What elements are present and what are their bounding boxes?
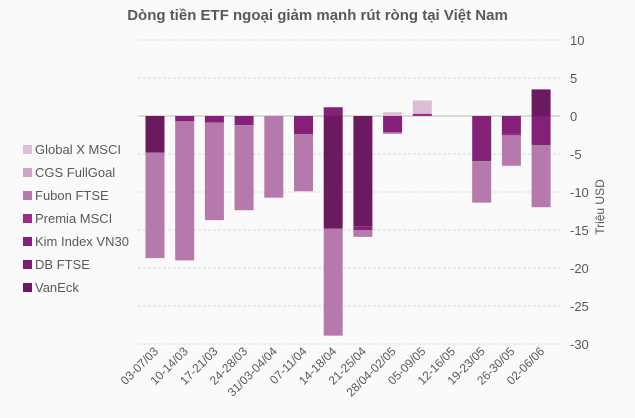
bar-segment [323,116,343,229]
y-tick-label: -25 [570,299,589,314]
y-tick-label: -20 [570,261,589,276]
legend-swatch [23,214,32,223]
bar-segment [501,165,521,167]
legend-label: DB FTSE [35,257,90,272]
bar-segment [501,116,521,134]
legend-swatch [23,237,32,246]
legend-item: Kim Index VN30 [23,230,129,253]
chart-title: Dòng tiền ETF ngoại giảm mạnh rút ròng t… [127,7,508,24]
bar-segment [264,116,284,198]
y-tick-label: 0 [570,109,577,124]
legend-item: Premia MSCI [23,207,129,230]
bar-segment [234,125,254,211]
legend-label: CGS FullGoal [35,165,116,180]
legend: Global X MSCI CGS FullGoal Fubon FTSE Premi… [23,138,129,299]
bar-segment [294,116,313,135]
y-axis-label: Triệu USD [593,179,607,235]
bar-segment [294,134,313,192]
legend-item: Global X MSCI [23,138,129,161]
legend-label: Fubon FTSE [35,188,109,203]
bar-segment [383,112,403,116]
legend-label: Kim Index VN30 [35,234,129,249]
legend-swatch [23,191,32,200]
bar-segment [383,132,403,134]
bar-segment [204,122,224,221]
bar-segment [145,152,165,259]
legend-label: Global X MSCI [35,142,121,157]
bar-segment [234,116,254,126]
legend-item: DB FTSE [23,253,129,276]
bar-segment [531,145,551,208]
legend-label: Premia MSCI [35,211,113,226]
y-tick-label: 5 [570,71,577,86]
bar-segment [353,116,373,227]
bar-segment [175,121,195,261]
bar-segment [323,228,343,336]
y-tick-label: 10 [570,33,584,48]
legend-item: VanEck [23,276,129,299]
bar-segment [412,113,432,116]
legend-swatch [23,145,32,154]
legend-swatch [23,260,32,269]
bar-segment [472,116,492,162]
bar-segment [323,107,343,116]
bar-segment [383,116,403,133]
bar-segment [264,197,284,199]
legend-swatch [23,168,32,177]
bar-segment [472,161,492,203]
y-tick-label: -5 [570,147,582,162]
bar-segment [204,116,224,123]
legend-item: Fubon FTSE [23,184,129,207]
bar-segment [531,116,551,146]
bar-segment [353,230,373,237]
y-tick-label: -10 [570,185,589,200]
y-tick-label: -30 [570,337,589,352]
legend-item: CGS FullGoal [23,161,129,184]
bar-segment [353,226,373,230]
bar-segment [501,133,521,136]
y-tick-label: -15 [570,223,589,238]
bar-segment [145,116,165,153]
bar-segment [175,116,195,122]
legend-swatch [23,283,32,292]
bar-segment [501,135,521,166]
bar-segment [412,100,432,114]
bar-segment [531,89,551,116]
legend-label: VanEck [35,280,79,295]
